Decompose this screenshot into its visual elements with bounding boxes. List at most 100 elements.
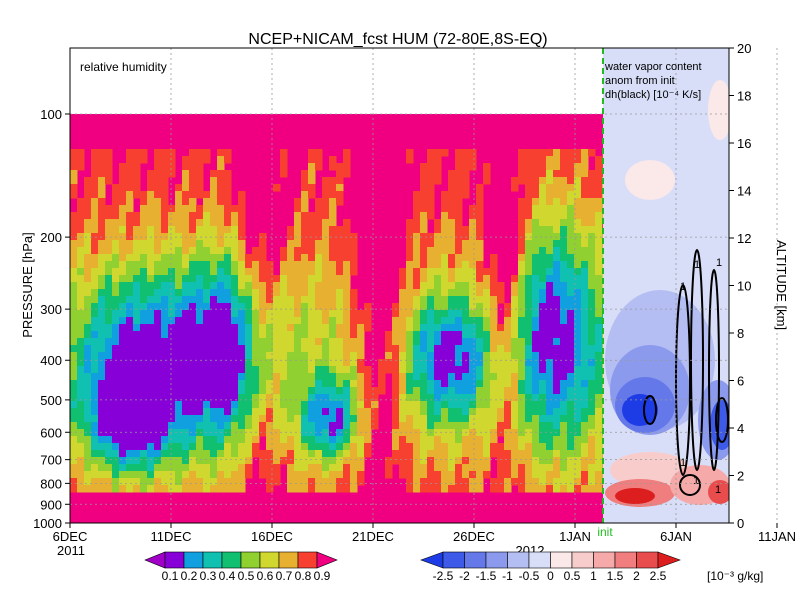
- rh-cell: [434, 443, 442, 451]
- rh-cell: [210, 254, 218, 262]
- rh-cell: [203, 478, 211, 486]
- rh-cell: [497, 345, 505, 353]
- rh-cell: [196, 359, 204, 367]
- rh-cell: [406, 401, 414, 409]
- rh-cell: [175, 282, 183, 290]
- rh-cell: [420, 163, 428, 171]
- rh-cell: [336, 275, 344, 283]
- rh-cell: [126, 226, 134, 234]
- rh-cell: [546, 219, 554, 227]
- rh-cell: [434, 401, 442, 409]
- rh-cell: [294, 359, 302, 367]
- rh-cell: [217, 177, 225, 185]
- rh-cell: [588, 247, 596, 255]
- rh-cell: [322, 324, 330, 332]
- rh-cell: [602, 373, 603, 381]
- rh-cell: [553, 485, 561, 493]
- rh-cell: [175, 429, 183, 437]
- rh-cell: [84, 275, 92, 283]
- rh-cell: [161, 212, 169, 220]
- rh-cell: [266, 289, 274, 297]
- rh-cell: [161, 289, 169, 297]
- rh-cell: [266, 380, 274, 388]
- rh-cell: [91, 247, 99, 255]
- rh-cell: [301, 436, 309, 444]
- rh-cell: [175, 464, 183, 472]
- rh-cell: [553, 268, 561, 276]
- rh-cell: [126, 387, 134, 395]
- rh-cell: [105, 177, 113, 185]
- rh-cell: [546, 191, 554, 199]
- rh-cell: [462, 366, 470, 374]
- rh-cell: [574, 345, 582, 353]
- rh-cell: [329, 177, 337, 185]
- rh-cell: [224, 464, 232, 472]
- rh-cell: [581, 205, 589, 213]
- rh-cell: [105, 324, 113, 332]
- rh-cell: [196, 429, 204, 437]
- rh-cell: [294, 338, 302, 346]
- rh-cell: [140, 219, 148, 227]
- rh-cell: [427, 338, 435, 346]
- rh-cell: [189, 233, 197, 241]
- rh-cell: [560, 422, 568, 430]
- rh-cell: [588, 373, 596, 381]
- rh-cell: [343, 422, 351, 430]
- altitude-tick-label: 10: [737, 279, 751, 294]
- rh-cell: [301, 359, 309, 367]
- rh-cell: [546, 373, 554, 381]
- rh-cell: [448, 261, 456, 269]
- rh-cell: [441, 282, 449, 290]
- rh-cell: [462, 380, 470, 388]
- rh-cell: [91, 338, 99, 346]
- rh-cell: [322, 387, 330, 395]
- rh-cell: [581, 464, 589, 472]
- rh-cell: [203, 191, 211, 199]
- rh-cell: [245, 415, 253, 423]
- rh-cell: [175, 268, 183, 276]
- rh-cell: [308, 261, 316, 269]
- rh-cell: [420, 205, 428, 213]
- rh-cell: [91, 415, 99, 423]
- rh-cell: [434, 471, 442, 479]
- rh-cell: [350, 422, 358, 430]
- rh-cell: [231, 457, 239, 465]
- rh-cell: [315, 303, 323, 311]
- rh-cell: [532, 261, 540, 269]
- rh-cell: [210, 394, 218, 402]
- rh-cell: [119, 261, 127, 269]
- rh-cell: [448, 219, 456, 227]
- rh-cell: [315, 219, 323, 227]
- rh-cell: [140, 205, 148, 213]
- rh-cell: [301, 408, 309, 416]
- rh-cell: [154, 254, 162, 262]
- rh-cell: [91, 366, 99, 374]
- rh-cell: [322, 359, 330, 367]
- rh-cell: [357, 394, 365, 402]
- rh-cell: [308, 184, 316, 192]
- rh-cell: [462, 163, 470, 171]
- rh-cell: [224, 282, 232, 290]
- rh-cell: [308, 289, 316, 297]
- rh-cell: [483, 296, 491, 304]
- rh-cell: [231, 359, 239, 367]
- rh-cell: [518, 268, 526, 276]
- rh-cell: [483, 317, 491, 325]
- rh-cell: [315, 485, 323, 493]
- rh-cell: [238, 240, 246, 248]
- rh-cell: [532, 275, 540, 283]
- rh-cell: [525, 331, 533, 339]
- rh-cell: [126, 303, 134, 311]
- rh-cell: [539, 331, 547, 339]
- rh-cell: [119, 471, 127, 479]
- rh-cell: [490, 254, 498, 262]
- rh-cell: [210, 408, 218, 416]
- rh-cell: [91, 436, 99, 444]
- rh-cell: [196, 261, 204, 269]
- rh-cell: [427, 156, 435, 164]
- rh-cell: [238, 324, 246, 332]
- rh-cell: [574, 415, 582, 423]
- rh-cell: [560, 366, 568, 374]
- rh-cell: [203, 457, 211, 465]
- rh-cell: [301, 317, 309, 325]
